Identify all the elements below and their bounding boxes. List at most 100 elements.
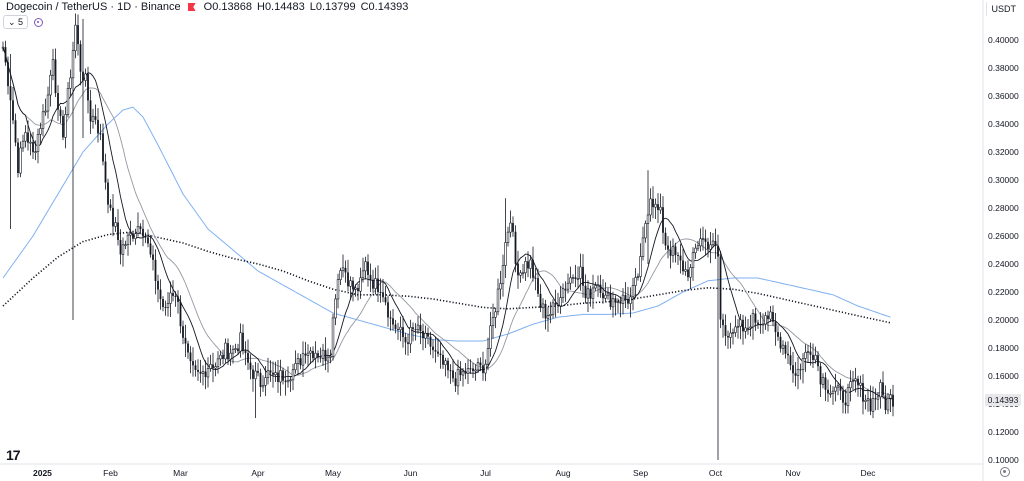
candle xyxy=(489,311,492,357)
candle xyxy=(842,385,844,414)
candle xyxy=(357,283,359,301)
candle xyxy=(754,308,757,331)
candle xyxy=(117,209,119,246)
candle xyxy=(352,276,354,302)
candle xyxy=(289,376,292,392)
candle xyxy=(804,344,807,372)
candle xyxy=(757,319,759,329)
candle xyxy=(777,326,779,341)
candle xyxy=(857,375,859,397)
candle xyxy=(187,340,189,359)
candle xyxy=(339,267,342,285)
y-tick-label: 0.22000 xyxy=(988,287,1019,297)
tradingview-logo-icon[interactable]: 17 xyxy=(6,447,21,463)
symbol-title[interactable]: Dogecoin / TetherUS · 1D · Binance xyxy=(6,1,181,13)
candle xyxy=(336,273,340,309)
candle xyxy=(154,249,157,295)
candle xyxy=(566,273,570,294)
candle xyxy=(459,361,462,382)
candle xyxy=(54,48,57,98)
candle xyxy=(724,314,727,346)
candle xyxy=(817,351,819,372)
candle xyxy=(589,285,592,307)
candle xyxy=(491,303,495,339)
chart-header: Dogecoin / TetherUS · 1D · Binance O0.13… xyxy=(6,1,413,13)
candle xyxy=(29,133,32,156)
candle xyxy=(377,265,379,302)
candle xyxy=(194,360,197,377)
candle xyxy=(44,98,47,116)
flag-icon[interactable] xyxy=(187,3,196,11)
candle xyxy=(574,264,577,288)
candle xyxy=(836,382,840,396)
candle xyxy=(429,331,432,355)
candle xyxy=(222,349,224,365)
candle xyxy=(474,364,477,381)
candle xyxy=(41,104,45,137)
candle xyxy=(27,120,29,151)
candle xyxy=(172,280,174,302)
y-tick-label: 0.38000 xyxy=(988,63,1019,73)
candle xyxy=(149,235,152,258)
x-tick-label: Apr xyxy=(251,468,264,478)
candle xyxy=(364,256,367,280)
eye-icon[interactable] xyxy=(34,17,44,27)
candle xyxy=(317,350,319,363)
candle xyxy=(859,375,862,398)
candle xyxy=(21,134,25,152)
candle xyxy=(136,212,140,237)
candle xyxy=(537,268,539,297)
candle xyxy=(219,350,222,366)
candle xyxy=(646,170,650,264)
candle xyxy=(159,279,162,310)
candle xyxy=(694,243,697,259)
y-tick-label: 0.40000 xyxy=(988,35,1019,45)
candle xyxy=(834,373,837,402)
indicator-toggle-button[interactable]: ⌄ 5 xyxy=(3,15,29,29)
candle xyxy=(504,198,507,278)
candle xyxy=(554,289,557,318)
currency-label[interactable]: USDT xyxy=(985,2,1022,16)
candle xyxy=(321,343,325,367)
candle xyxy=(494,307,497,329)
candle xyxy=(369,263,372,293)
candle xyxy=(742,314,744,345)
candle xyxy=(97,108,99,143)
candle xyxy=(189,346,192,374)
candle xyxy=(677,252,679,265)
candle xyxy=(201,365,205,386)
candle xyxy=(387,295,389,327)
candle xyxy=(704,229,707,256)
candle xyxy=(227,338,229,365)
ma-medium-line xyxy=(2,47,894,396)
x-tick-label: Nov xyxy=(785,468,801,478)
candle xyxy=(717,234,719,460)
candle xyxy=(734,315,737,337)
candle xyxy=(591,274,595,309)
candle xyxy=(51,48,55,81)
candle xyxy=(34,140,37,161)
candle xyxy=(206,357,210,388)
y-tick-label: 0.18000 xyxy=(988,343,1019,353)
y-tick-label: 0.28000 xyxy=(988,203,1019,213)
candle xyxy=(449,364,452,384)
candle xyxy=(432,339,434,359)
settings-gear-icon[interactable] xyxy=(1000,467,1010,477)
candle xyxy=(349,276,352,300)
candle xyxy=(301,341,305,378)
candle xyxy=(657,193,659,224)
candle xyxy=(769,306,772,323)
candle xyxy=(582,254,584,298)
candle xyxy=(214,362,217,377)
x-tick-label: Feb xyxy=(103,468,118,478)
candle xyxy=(544,299,547,330)
candle xyxy=(9,54,12,229)
candle xyxy=(747,319,749,335)
x-tick-label: Aug xyxy=(555,468,570,478)
candle xyxy=(796,357,800,390)
candle xyxy=(372,269,374,293)
candle xyxy=(299,354,302,370)
candle xyxy=(619,296,622,318)
candle xyxy=(579,253,582,291)
